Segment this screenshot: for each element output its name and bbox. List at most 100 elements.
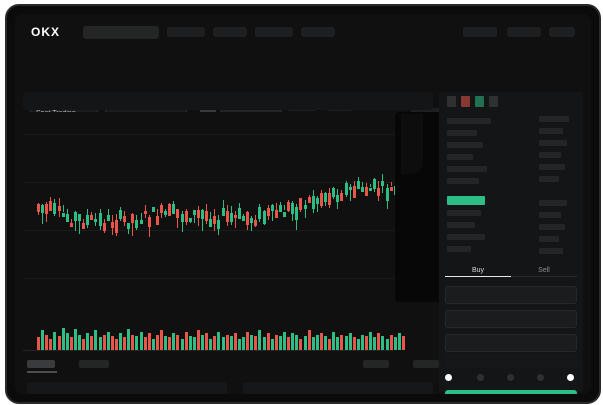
nav-item-right-1[interactable] <box>463 27 497 37</box>
candle <box>123 216 127 222</box>
order-type-field[interactable] <box>445 286 577 304</box>
nav-item-right-3[interactable] <box>549 27 575 37</box>
price-candlestick-chart[interactable] <box>23 112 433 312</box>
nav-item-3[interactable] <box>255 27 293 37</box>
volume-bar <box>319 333 323 350</box>
volume-bar <box>127 329 131 350</box>
order-book-highlight-row[interactable] <box>447 196 485 205</box>
tablet-device-frame: OKX Spot Trading ⌄ <box>5 4 601 404</box>
slider-dot-100[interactable] <box>567 374 574 381</box>
order-book-row[interactable] <box>447 222 475 228</box>
tab-assets[interactable] <box>363 360 389 368</box>
candle <box>221 207 225 216</box>
order-book-row[interactable] <box>447 142 483 148</box>
orderbook-view-both-icon[interactable] <box>447 96 456 107</box>
candle <box>336 195 340 203</box>
order-book-row[interactable] <box>539 212 561 218</box>
candle <box>278 204 282 213</box>
orderbook-grouping-icon[interactable] <box>489 96 498 107</box>
order-book-row[interactable] <box>447 178 479 184</box>
volume-bar <box>123 337 127 350</box>
slider-dot-75[interactable] <box>537 374 544 381</box>
order-book-row[interactable] <box>447 130 477 136</box>
order-book-view-toggles[interactable] <box>447 96 507 108</box>
order-book-row[interactable] <box>539 200 567 206</box>
order-book-row[interactable] <box>539 176 559 182</box>
orders-tab-bar[interactable] <box>27 360 439 376</box>
top-navigation-bar: OKX <box>15 14 591 48</box>
candle-wick <box>193 209 195 224</box>
submit-buy-button[interactable] <box>445 390 577 394</box>
order-book-row[interactable] <box>539 224 565 230</box>
volume-bar <box>188 336 192 350</box>
orders-empty-panel-right <box>243 382 433 394</box>
slider-dot-50[interactable] <box>507 374 514 381</box>
chart-toolbar[interactable] <box>23 92 433 183</box>
tab-sell[interactable]: Sell <box>538 267 550 274</box>
slider-dot-0[interactable] <box>445 374 452 381</box>
tab-open-orders[interactable] <box>27 360 55 368</box>
volume-histogram[interactable] <box>23 312 433 360</box>
slider-dot-25[interactable] <box>477 374 484 381</box>
order-book-row[interactable] <box>447 210 481 216</box>
candle <box>369 187 373 191</box>
volume-bar <box>373 337 377 350</box>
app-screen: OKX Spot Trading ⌄ <box>15 14 591 394</box>
orderbook-view-buy-icon[interactable] <box>475 96 484 107</box>
nav-item-2[interactable] <box>213 27 247 37</box>
candle <box>201 210 204 220</box>
candle <box>37 203 40 213</box>
candle <box>86 215 90 225</box>
candle <box>377 188 381 197</box>
order-book-row[interactable] <box>447 166 487 172</box>
volume-bar <box>57 336 61 350</box>
volume-bar <box>311 337 315 350</box>
volume-bar <box>139 331 143 350</box>
amount-slider[interactable] <box>445 374 577 382</box>
order-book-row[interactable] <box>539 152 561 158</box>
volume-bar <box>397 333 401 350</box>
candle-wick <box>42 204 44 225</box>
candle <box>270 204 274 212</box>
order-book-row[interactable] <box>447 246 471 252</box>
nav-search-placeholder[interactable] <box>83 26 159 39</box>
volume-bar <box>119 333 122 350</box>
order-book-row[interactable] <box>539 236 559 242</box>
okx-logo[interactable]: OKX <box>31 25 61 39</box>
volume-bar <box>168 337 172 350</box>
order-book-row[interactable] <box>447 118 491 124</box>
candle <box>356 180 360 189</box>
candle <box>180 214 184 223</box>
candle <box>319 192 323 207</box>
candle <box>246 211 250 226</box>
tab-buy[interactable]: Buy <box>471 267 485 274</box>
volume-bar <box>229 336 233 350</box>
tab-settings[interactable] <box>413 360 439 368</box>
volume-bar <box>360 334 364 350</box>
buy-sell-tabs[interactable]: Buy Sell <box>445 266 577 282</box>
volume-bar <box>176 334 180 350</box>
candle <box>360 186 364 193</box>
order-book-row[interactable] <box>539 116 569 122</box>
order-book-row[interactable] <box>539 140 567 146</box>
candle <box>295 206 299 220</box>
order-book-row[interactable] <box>447 234 485 240</box>
tab-order-history[interactable] <box>79 360 109 368</box>
volume-bar <box>37 337 40 350</box>
candle-wick <box>271 204 273 222</box>
candle-wick <box>62 205 64 213</box>
orderbook-view-sell-icon[interactable] <box>461 96 470 107</box>
order-book-row[interactable] <box>539 248 563 254</box>
amount-field[interactable] <box>445 334 577 352</box>
nav-item-1[interactable] <box>167 27 205 37</box>
candle <box>160 205 163 214</box>
nav-item-right-2[interactable] <box>507 27 541 37</box>
candle <box>196 209 200 218</box>
order-book-row[interactable] <box>447 154 473 160</box>
order-book-row[interactable] <box>539 164 565 170</box>
volume-bar <box>328 338 332 350</box>
candle-wick <box>349 183 351 202</box>
price-field[interactable] <box>445 310 577 328</box>
order-book-row[interactable] <box>539 128 563 134</box>
nav-item-4[interactable] <box>301 27 335 37</box>
